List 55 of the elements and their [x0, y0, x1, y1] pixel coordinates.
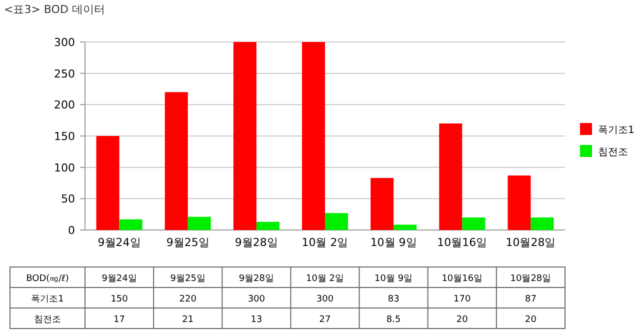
category-label: 10월 2일	[306, 274, 344, 284]
data-label: 83	[388, 294, 400, 304]
category-label: 10월28일	[510, 274, 552, 284]
bar	[119, 219, 142, 230]
data-label: 220	[179, 294, 197, 304]
text: 침전조	[34, 315, 61, 325]
bar	[256, 222, 280, 230]
bar	[164, 92, 188, 230]
y-tick-label: 300	[54, 36, 75, 49]
text: BOD(㎎/ℓ)	[26, 274, 69, 284]
bar	[508, 175, 531, 230]
data-label: 150	[110, 294, 128, 304]
x-tick-label: 9월24일	[98, 236, 141, 249]
bar	[370, 178, 394, 230]
category-label: 10월 9일	[374, 274, 413, 284]
data-label: 170	[454, 294, 471, 304]
data-label: 8.5	[386, 315, 401, 325]
x-tick-label: 9월25일	[166, 236, 210, 249]
x-tick-label: 10월28일	[506, 236, 556, 249]
category-label: 9월28일	[238, 274, 274, 284]
data-label: 87	[524, 294, 536, 304]
bar	[530, 217, 554, 230]
data-label: 21	[182, 315, 194, 325]
bar	[462, 217, 486, 230]
x-tick-label: 10월 2일	[302, 236, 348, 249]
category-label: 10월16일	[442, 274, 483, 284]
y-tick-label: 50	[61, 192, 75, 206]
y-tick-label: 0	[68, 224, 75, 237]
bar	[188, 216, 211, 230]
category-label: 9월25일	[170, 274, 206, 284]
bar	[394, 224, 417, 230]
bar	[233, 42, 256, 230]
text: 폭기조1	[31, 294, 64, 304]
bar	[325, 213, 348, 230]
y-tick-label: 100	[54, 161, 75, 174]
data-label: 17	[114, 315, 126, 325]
data-label: 20	[456, 315, 468, 325]
bar	[439, 123, 462, 230]
x-tick-label: 9월28일	[234, 236, 278, 249]
legend-label: 침전조	[598, 147, 628, 158]
data-label: 13	[250, 315, 262, 325]
category-label: 9월24일	[102, 274, 137, 284]
y-tick-label: 150	[54, 130, 75, 143]
legend-label: 폭기조1	[598, 125, 634, 136]
x-tick-label: 10월 9일	[370, 236, 417, 249]
y-tick-label: 250	[54, 67, 75, 80]
data-label: 300	[248, 294, 266, 304]
bar	[96, 136, 120, 230]
bar	[302, 42, 325, 230]
y-tick-label: 200	[54, 98, 75, 112]
data-label: 300	[316, 294, 334, 304]
chart-title: <표3> BOD 데이터	[4, 3, 105, 16]
x-tick-label: 10월16일	[437, 236, 488, 249]
data-label: 20	[524, 315, 537, 325]
data-label: 27	[319, 315, 331, 325]
